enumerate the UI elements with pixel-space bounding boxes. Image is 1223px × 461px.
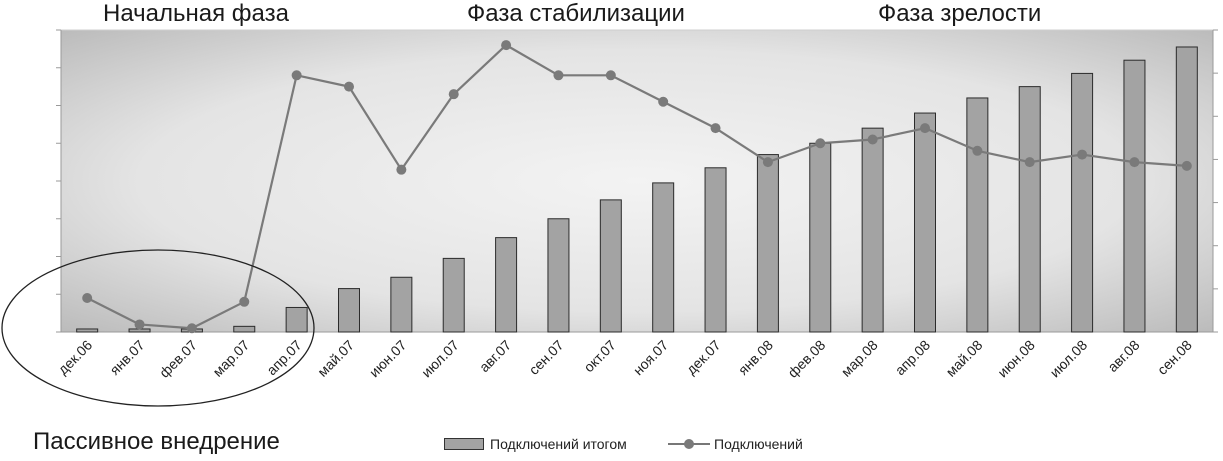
x-tick-label: июл.07 (418, 337, 462, 381)
x-tick-label: фев.07 (156, 337, 200, 381)
bar-июн.08 (1018, 86, 1041, 333)
bar-сен.07 (547, 218, 570, 333)
x-tick-label: май.07 (314, 337, 357, 380)
point-май.08 (972, 145, 983, 156)
point-ноя.07 (658, 96, 669, 107)
x-tick-label: окт.07 (580, 337, 619, 376)
bar-мар.07 (233, 325, 256, 333)
bar-авг.08 (1123, 59, 1146, 333)
phase-initial-label: Начальная фаза (103, 0, 289, 27)
x-tick-label: июн.08 (994, 337, 1038, 381)
x-tick-label: июл.08 (1047, 337, 1091, 381)
bar-июл.07 (442, 257, 465, 333)
x-tick-label: ноя.07 (630, 337, 672, 379)
bar-окт.07 (599, 199, 622, 333)
point-сен.07 (553, 70, 564, 81)
connections-line (86, 43, 1187, 330)
point-мар.07 (239, 296, 250, 307)
point-сен.08 (1181, 160, 1192, 171)
legend-bar-swatch (444, 438, 484, 450)
point-авг.07 (501, 40, 512, 51)
x-tick-label: фев.08 (784, 337, 828, 381)
x-tick-label: авг.08 (1104, 337, 1142, 375)
point-мар.08 (867, 134, 878, 145)
point-апр.07 (291, 70, 302, 81)
bar-сен.08 (1175, 46, 1198, 333)
bar-дек.06 (76, 328, 99, 333)
legend-item-total: Подключений итогом (444, 436, 627, 452)
x-tick-label: мар.07 (209, 337, 252, 380)
point-июл.08 (1077, 149, 1088, 160)
point-дек.06 (82, 293, 93, 304)
passive-phase-ellipse (1, 249, 315, 407)
point-июн.07 (396, 164, 407, 175)
bar-авг.07 (495, 237, 518, 333)
point-апр.08 (920, 123, 930, 134)
bar-янв.08 (756, 154, 779, 333)
x-tick-label: апр.08 (892, 337, 934, 379)
x-tick-label: авг.07 (476, 337, 514, 375)
x-tick-label: сен.07 (526, 337, 567, 378)
bar-мар.08 (861, 127, 884, 333)
x-tick-label: сен.08 (1154, 337, 1195, 378)
x-tick-label: янв.08 (735, 337, 776, 378)
bar-ноя.07 (652, 182, 675, 333)
phase-stabilization-label: Фаза стабилизации (467, 0, 685, 27)
x-tick-label: янв.07 (106, 337, 147, 378)
point-июн.08 (1024, 157, 1035, 168)
bar-дек.07 (704, 167, 727, 333)
bar-май.08 (966, 97, 989, 333)
x-tick-label: дек.07 (683, 337, 724, 378)
bar-июл.08 (1071, 72, 1094, 333)
bar-май.07 (338, 288, 360, 333)
x-tick-label: июн.07 (366, 337, 410, 381)
bar-фев.08 (809, 142, 832, 333)
x-tick-label: мар.08 (838, 337, 881, 380)
point-фев.08 (815, 138, 826, 149)
x-tick-label: май.08 (943, 337, 986, 380)
x-axis-tick-labels: дек.06 янв.07 фев.07 мар.07 апр.07 май.07 июн.… (55, 337, 1195, 381)
point-авг.08 (1129, 157, 1140, 168)
bar-series (76, 46, 1198, 333)
point-окт.07 (605, 70, 616, 81)
point-дек.07 (710, 123, 721, 134)
right-y-axis (1212, 29, 1218, 333)
point-фев.07 (186, 323, 197, 334)
line-series (82, 40, 1192, 334)
phase-maturity-label: Фаза зрелости (878, 0, 1042, 27)
legend-label-connections: Подключений (714, 436, 803, 452)
legend-label-total: Подключений итогом (490, 436, 627, 452)
point-янв.07 (134, 319, 145, 330)
passive-adoption-label: Пассивное внедрение (33, 428, 280, 455)
legend-item-connections: Подключений (668, 436, 803, 452)
x-tick-label: апр.07 (263, 337, 305, 379)
point-май.07 (344, 81, 354, 92)
legend-line-swatch (668, 437, 710, 451)
x-tick-label: дек.06 (55, 337, 96, 378)
bar-апр.07 (285, 306, 308, 333)
point-июл.07 (448, 89, 459, 100)
point-янв.08 (762, 157, 773, 168)
bar-июн.07 (390, 276, 413, 333)
bar-апр.08 (914, 112, 936, 333)
